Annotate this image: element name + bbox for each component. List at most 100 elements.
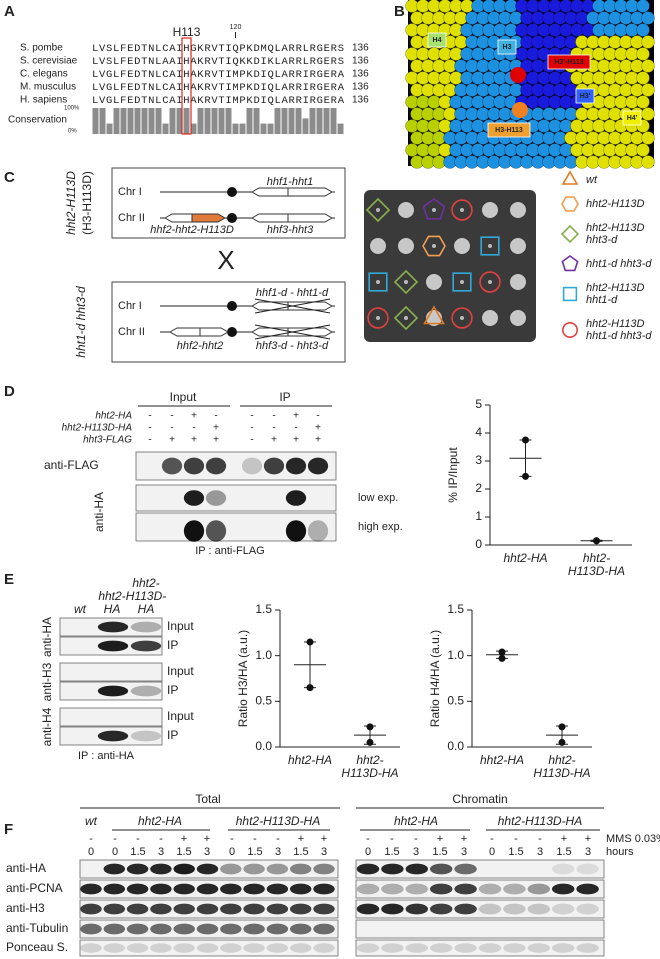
band bbox=[405, 943, 429, 953]
data-point bbox=[306, 638, 314, 646]
colony bbox=[432, 208, 436, 212]
lane-label: HA bbox=[104, 602, 121, 616]
residue-h113 bbox=[512, 102, 528, 118]
band bbox=[150, 903, 172, 915]
band bbox=[220, 883, 242, 895]
band bbox=[356, 903, 380, 915]
lane-label: hht2- bbox=[98, 589, 125, 603]
atom bbox=[641, 107, 655, 121]
colony bbox=[426, 274, 442, 290]
legend-label: hht2-H113D bbox=[586, 198, 645, 210]
y-tick-label: 1.0 bbox=[255, 648, 272, 662]
marker-pentagon bbox=[422, 198, 446, 220]
blot bbox=[355, 879, 605, 899]
legend-label: hht1-d hht3-d bbox=[586, 330, 652, 342]
data-point bbox=[558, 738, 566, 746]
y-tick-label: 0.0 bbox=[255, 739, 272, 753]
band bbox=[313, 903, 335, 915]
conservation-label: Conservation bbox=[8, 115, 67, 126]
colony bbox=[488, 244, 492, 248]
y-tick-label: 0.5 bbox=[255, 694, 272, 708]
blot-label: anti-H3 bbox=[6, 901, 45, 915]
conservation-bar bbox=[162, 123, 169, 134]
band bbox=[97, 730, 129, 742]
colony bbox=[460, 208, 464, 212]
row-label: hht3-FLAG bbox=[83, 435, 132, 446]
group-label: IP bbox=[279, 390, 290, 404]
hours: 3 bbox=[413, 846, 419, 858]
band bbox=[80, 903, 102, 915]
mms-sign: - bbox=[490, 833, 494, 845]
y-tick-label: 0.5 bbox=[447, 694, 464, 708]
structure-label: H3 bbox=[503, 44, 512, 51]
hours: 1.5 bbox=[176, 846, 191, 858]
mms-sign: - bbox=[366, 833, 370, 845]
band bbox=[150, 863, 172, 875]
marker-pentagon bbox=[561, 255, 579, 272]
colony bbox=[376, 316, 380, 320]
band bbox=[220, 943, 242, 953]
band bbox=[126, 863, 149, 875]
conservation-bar bbox=[176, 108, 183, 134]
marker-square bbox=[452, 272, 472, 292]
x-tick-label: hht2- bbox=[356, 753, 383, 767]
chr-label: Chr I bbox=[118, 300, 142, 312]
hours: 1.5 bbox=[508, 846, 523, 858]
conservation-bar bbox=[106, 123, 113, 134]
mms-sign: + bbox=[181, 833, 187, 845]
blot bbox=[355, 939, 605, 957]
hours: 1.5 bbox=[384, 846, 399, 858]
gene-label: hhf1-hht1 bbox=[267, 176, 313, 188]
band bbox=[381, 903, 404, 915]
blot bbox=[355, 919, 605, 939]
hours: 3 bbox=[321, 846, 327, 858]
atom bbox=[636, 0, 650, 13]
atom bbox=[636, 23, 650, 37]
marker-circle bbox=[561, 321, 578, 338]
mms-sign: - bbox=[414, 833, 418, 845]
mms-label: MMS 0.03% bbox=[606, 833, 660, 845]
colony bbox=[370, 238, 386, 254]
y-axis-label: Ratio H4/HA (a.u.) bbox=[428, 630, 442, 727]
band bbox=[285, 520, 307, 542]
band bbox=[173, 943, 195, 953]
marker-diamond bbox=[560, 224, 580, 244]
band bbox=[266, 923, 289, 935]
end-position: 136 bbox=[352, 69, 369, 80]
data-point bbox=[366, 723, 374, 731]
strain-top: (H3-H113D) bbox=[80, 171, 94, 235]
group-label: hht2-H113D-HA bbox=[236, 814, 320, 828]
y-axis-label: % IP/Input bbox=[446, 447, 460, 503]
structure-label-box bbox=[497, 39, 517, 55]
strain-bottom: hht1-d hht3-d bbox=[74, 286, 88, 358]
hours: 1.5 bbox=[130, 846, 145, 858]
highlight-box bbox=[181, 37, 192, 135]
deleted-gene bbox=[250, 327, 289, 337]
blot bbox=[59, 662, 163, 682]
x-tick-label: hht2-HA bbox=[288, 753, 332, 767]
conservation-bar bbox=[211, 108, 218, 134]
mms-sign: + bbox=[204, 833, 210, 845]
species-name: S. cerevisiae bbox=[20, 56, 78, 67]
ip-label: IP : anti-FLAG bbox=[195, 545, 265, 557]
structure-label-box bbox=[575, 88, 595, 104]
band bbox=[266, 883, 289, 895]
band bbox=[527, 943, 551, 953]
group-label: Input bbox=[170, 390, 197, 404]
colony bbox=[376, 280, 380, 284]
band bbox=[313, 923, 335, 935]
gene bbox=[191, 213, 227, 223]
band bbox=[130, 685, 162, 697]
data-point bbox=[306, 684, 314, 692]
legend-label: wt bbox=[586, 174, 598, 186]
conservation-bar bbox=[302, 118, 309, 134]
hours: 3 bbox=[204, 846, 210, 858]
mms-sign: - bbox=[113, 833, 117, 845]
mms-sign: + bbox=[298, 833, 304, 845]
gene-label: hhf3-d - hht3-d bbox=[256, 340, 329, 352]
hours: 1.5 bbox=[293, 846, 308, 858]
fraction-label: IP bbox=[167, 638, 178, 652]
band bbox=[503, 943, 526, 953]
band bbox=[356, 863, 380, 875]
